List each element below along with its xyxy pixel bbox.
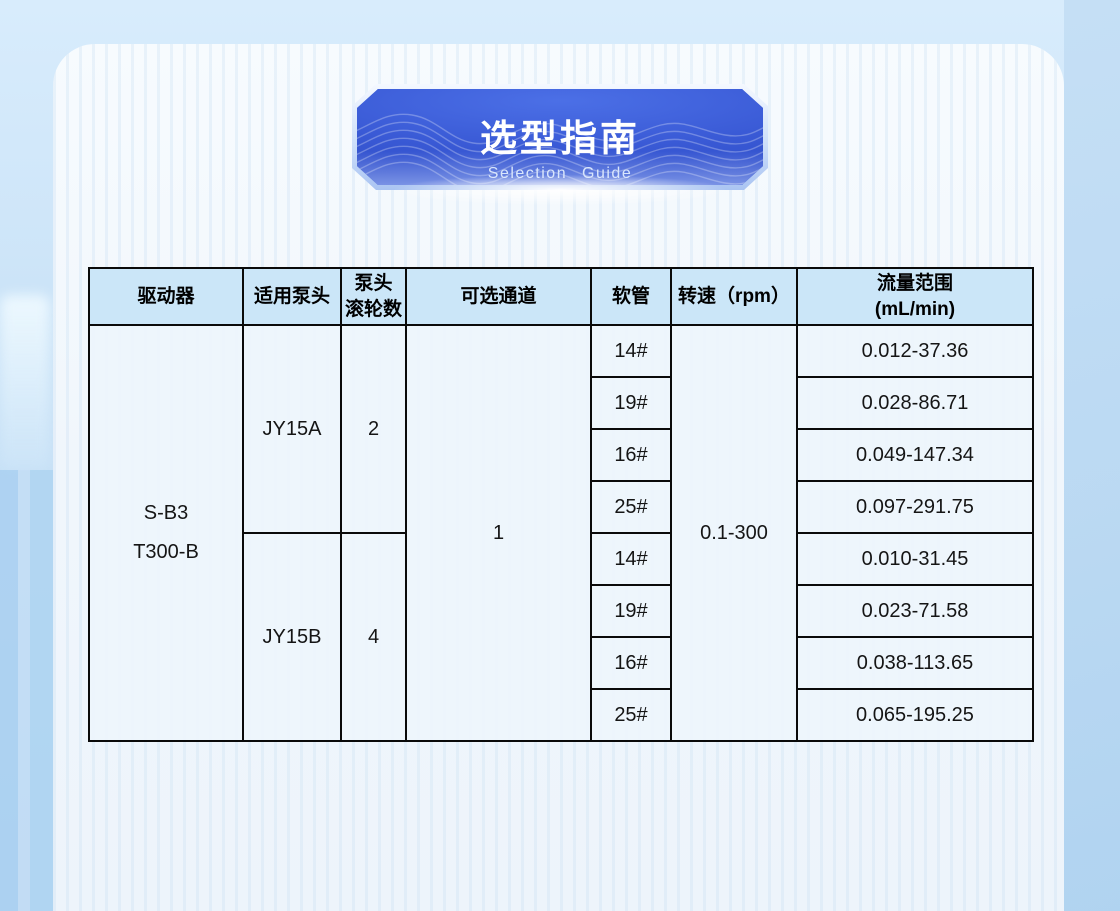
table-row: 19# 0.028-86.71 [89,376,1034,430]
table-row: JY15B 4 14# 0.010-31.45 [89,532,1034,742]
cell-tubing: 14# [590,532,672,586]
header-pump-head: 适用泵头 [242,267,342,326]
header-driver: 驱动器 [88,267,244,326]
header-tubing: 软管 [590,267,672,326]
selection-guide-table: 驱动器 适用泵头 泵头滚轮数 可选通道 软管 转速（rpm） 流量范围 (mL/m… [88,267,1034,742]
table-row: 25# 0.065-195.25 [89,688,1034,742]
table-row: 16# 0.049-147.34 [89,428,1034,482]
cell-flow: 0.012-37.36 [796,324,1034,378]
left-frosted-decoration [0,295,50,470]
header-rollers: 泵头 滚轮数 [340,267,407,326]
cell-tubing: 14# [590,324,672,378]
cell-flow: 0.038-113.65 [796,636,1034,690]
cell-flow: 0.028-86.71 [796,376,1034,430]
header-row: 驱动器 适用泵头 泵头滚轮数 可选通道 软管 转速（rpm） 流量范围 (mL/m… [88,267,1034,326]
cell-tubing: 16# [590,428,672,482]
cell-flow: 0.097-291.75 [796,480,1034,534]
cell-tubing: 16# [590,636,672,690]
cell-flow: 0.010-31.45 [796,532,1034,586]
table-row: 25# 0.097-291.75 [89,480,1034,534]
header-flow-line1: 流量范围 [876,272,953,294]
table-row: 19# 0.023-71.58 [89,584,1034,638]
banner-subtitle: Selection Guide [487,165,633,182]
cell-tubing: 19# [590,376,672,430]
cell-rollers-2: 2 [340,324,407,534]
right-blue-shade-decoration [1064,0,1120,911]
header-channels: 可选通道 [405,267,592,326]
cell-tubing: 25# [590,688,672,742]
selection-guide-banner: 选型指南 Selection Guide [352,84,768,190]
cell-pump-head-jy15a: JY15A [242,324,342,534]
cell-tubing: 25# [590,480,672,534]
header-flow-line2: (mL/min) [874,298,956,320]
header-flow-range: 流量范围 (mL/min) [796,267,1034,326]
cell-flow: 0.049-147.34 [796,428,1034,482]
table-row: 16# 0.038-113.65 [89,636,1034,690]
table-row: S-B3 T300-B JY15A 2 1 14# 0.1-300 0.012-3… [88,324,1034,742]
cell-channels: 1 [405,324,592,742]
cell-rollers-4: 4 [340,532,407,742]
cell-flow: 0.023-71.58 [796,584,1034,638]
cell-pump-head-jy15b: JY15B [242,532,342,742]
cell-flow: 0.065-195.25 [796,688,1034,742]
header-rollers-line1: 泵头 [354,272,393,294]
cell-tubing: 19# [590,584,672,638]
cell-speed: 0.1-300 [670,324,798,742]
left-blue-bars-decoration [0,470,53,911]
banner-inner: 选型指南 Selection Guide [357,89,763,185]
driver-line1: S-B3 [143,502,189,524]
header-rollers-line2: 滚轮数 [344,298,402,320]
header-speed: 转速（rpm） [670,267,798,326]
banner-title: 选型指南 [480,118,640,159]
cell-driver: S-B3 T300-B [88,324,244,742]
driver-line2: T300-B [133,541,199,563]
